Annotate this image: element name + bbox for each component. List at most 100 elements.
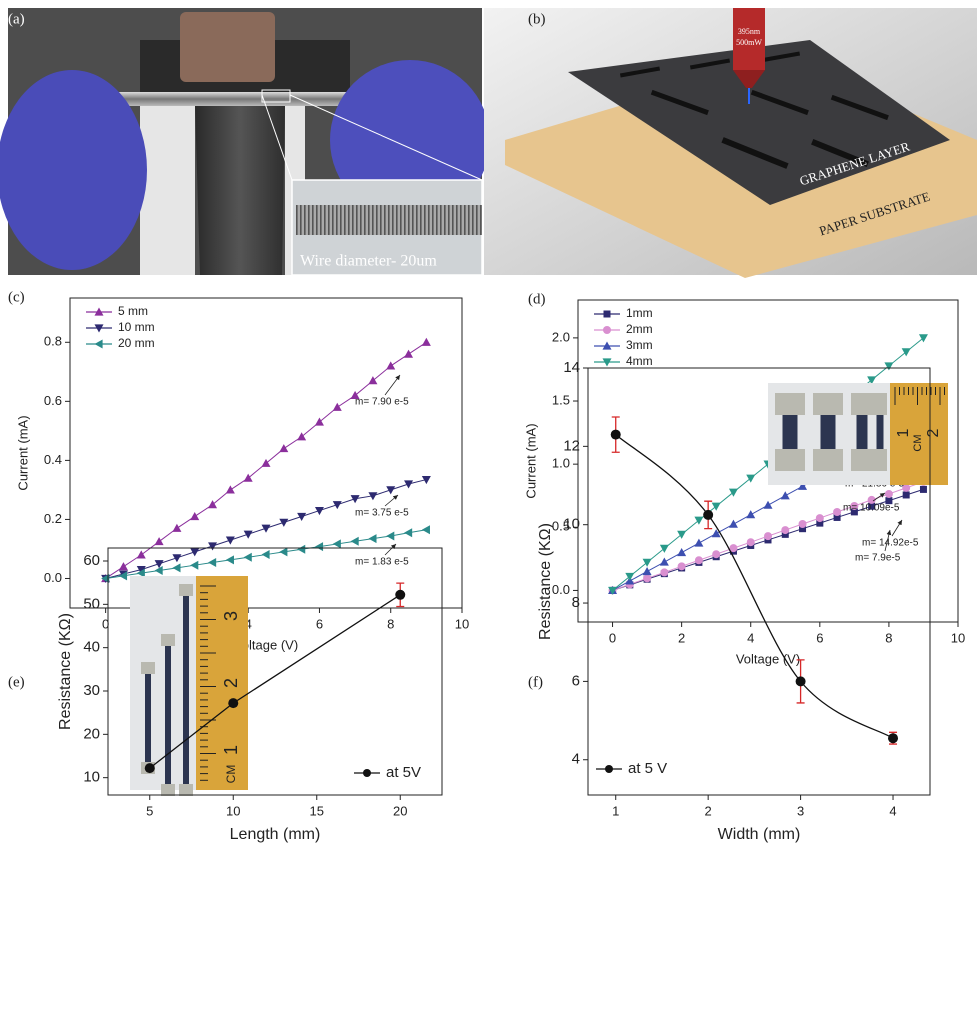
x-tick-label: 1 <box>612 803 619 818</box>
marker <box>902 491 910 499</box>
marker <box>386 361 396 370</box>
marker <box>850 508 858 516</box>
marker <box>172 554 182 563</box>
marker <box>101 573 110 583</box>
marker <box>314 506 324 516</box>
marker <box>190 511 200 521</box>
legend-label: 1mm <box>626 306 653 320</box>
y-tick-label: 1.0 <box>552 456 570 471</box>
ruler-label: 2 <box>221 678 241 688</box>
marker <box>404 349 414 358</box>
y-tick-label: 10 <box>83 769 100 786</box>
chart: (d) 0 2 4 6 8 10 0.0 0.5 1.0 1.5 2.0 Voltage (V) Curr… <box>523 291 965 666</box>
y-tick-label: 30 <box>83 682 100 699</box>
ruler-unit: CM <box>224 765 238 784</box>
marker <box>136 550 146 559</box>
marker <box>421 475 431 485</box>
marker <box>154 566 163 576</box>
marker <box>314 542 324 552</box>
photo-caption: Wire diameter- 20um <box>300 253 437 270</box>
marker <box>172 523 182 532</box>
marker <box>902 483 911 492</box>
marker <box>386 531 395 541</box>
marker <box>190 560 199 570</box>
marker <box>243 530 253 539</box>
strip <box>145 668 151 768</box>
marker <box>781 530 789 538</box>
y-tick-label: 60 <box>83 552 100 569</box>
legend-label: 5 mm <box>118 304 148 318</box>
annotation: m= 1.83 e-5 <box>355 557 409 568</box>
pad <box>775 393 805 415</box>
panel-label: (b) <box>528 11 546 27</box>
marker <box>659 544 669 553</box>
marker <box>918 334 928 343</box>
marker <box>608 586 618 595</box>
marker <box>625 572 635 581</box>
y-axis-title: Current (mA) <box>15 415 30 490</box>
x-tick-label: 6 <box>816 630 823 645</box>
pad <box>775 449 805 471</box>
legend-label: at 5 V <box>628 760 667 777</box>
x-tick-label: 8 <box>387 616 394 631</box>
marker <box>350 495 360 504</box>
marker <box>136 568 145 578</box>
panel-label: (c) <box>8 289 25 305</box>
marker <box>243 552 252 562</box>
ruler-label: 1 <box>221 745 241 755</box>
x-axis-title: Width (mm) <box>718 826 801 843</box>
marker <box>643 574 652 583</box>
marker <box>799 525 807 533</box>
legend-marker <box>94 324 104 333</box>
x-tick-label: 15 <box>310 803 324 818</box>
marker <box>868 502 876 510</box>
marker <box>746 474 756 483</box>
x-tick-label: 4 <box>747 630 754 645</box>
marker <box>746 538 755 547</box>
marker <box>314 417 324 426</box>
y-tick-label: 6 <box>572 672 580 689</box>
strip <box>782 401 798 461</box>
x-tick-label: 0 <box>609 630 616 645</box>
marker <box>901 348 911 357</box>
marker <box>885 497 893 505</box>
x-axis-title: Voltage (V) <box>736 651 800 666</box>
marker <box>694 556 703 565</box>
y-tick-label: 40 <box>83 639 100 656</box>
marker <box>297 512 307 521</box>
x-tick-label: 6 <box>316 616 323 631</box>
x-axis-title: Length (mm) <box>230 826 321 843</box>
annotation-arrow <box>872 492 886 502</box>
y-tick-label: 20 <box>83 725 100 742</box>
marker <box>729 544 738 553</box>
marker <box>815 514 824 523</box>
marker <box>764 532 772 541</box>
marker <box>332 501 342 510</box>
marker <box>154 560 164 569</box>
marker <box>118 562 128 571</box>
marker <box>386 486 396 495</box>
strip <box>820 401 836 461</box>
marker <box>798 520 807 529</box>
marker <box>261 550 270 560</box>
x-tick-label: 0 <box>102 616 109 631</box>
marker <box>728 488 738 497</box>
photo-a <box>0 8 490 276</box>
ruler-label: 3 <box>221 611 241 621</box>
ruler-unit: CM <box>912 434 924 451</box>
strip <box>183 590 189 790</box>
plot-frame <box>107 547 443 796</box>
pad <box>141 662 155 674</box>
x-tick-label: 4 <box>889 803 896 818</box>
marker <box>833 513 841 521</box>
marker <box>225 555 234 565</box>
marker <box>404 528 413 538</box>
x-tick-label: 5 <box>146 803 153 818</box>
pad <box>851 393 873 415</box>
annotation-arrow <box>384 374 401 396</box>
legend-marker <box>605 765 613 773</box>
y-axis-title: Current (mA) <box>523 423 538 498</box>
x-tick-label: 10 <box>455 616 469 631</box>
legend-marker <box>94 307 104 316</box>
